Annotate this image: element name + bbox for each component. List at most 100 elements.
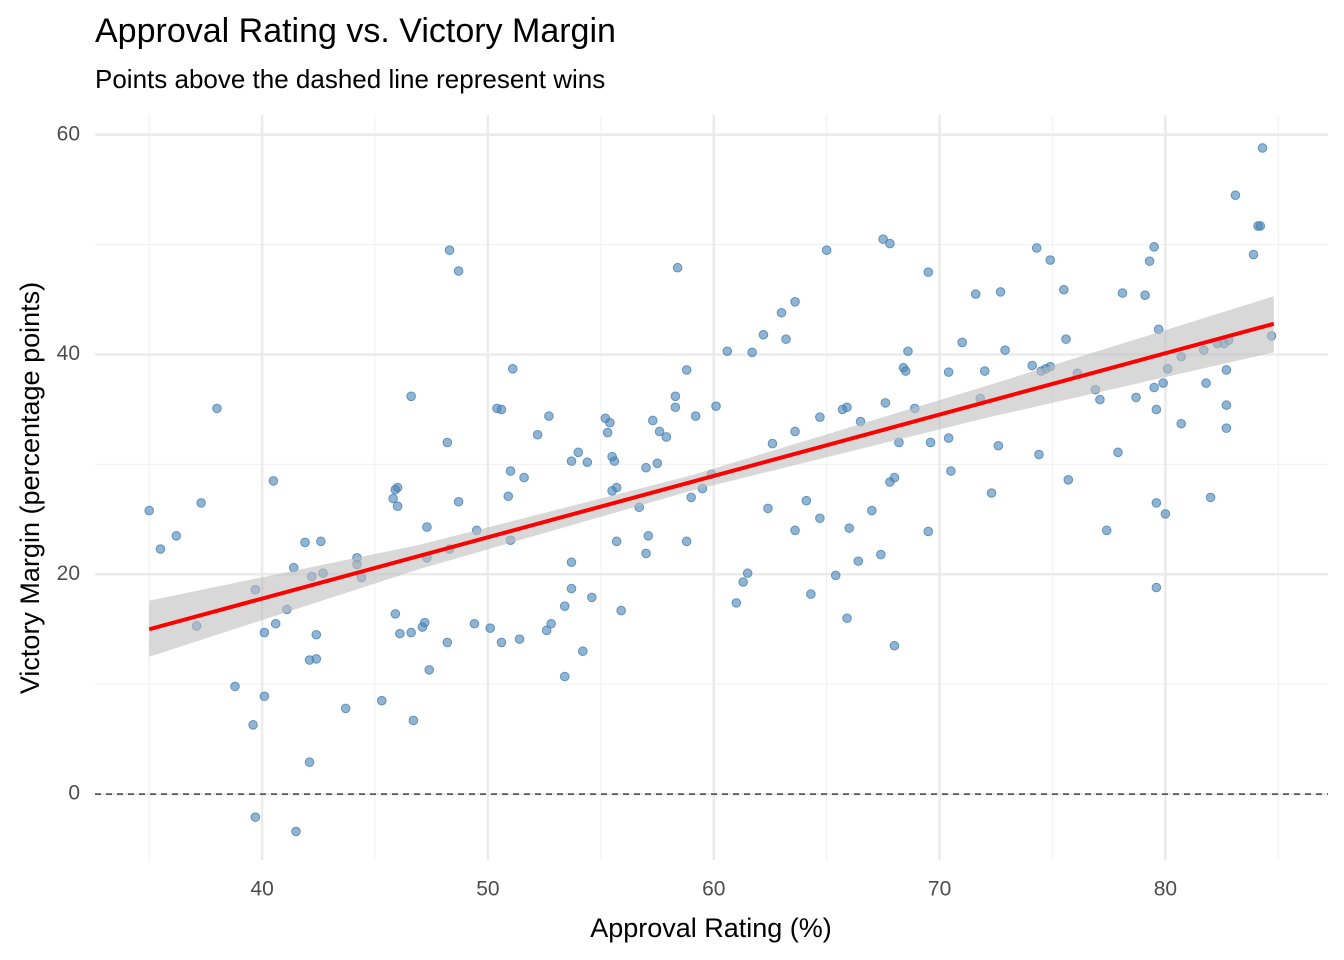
point	[1221, 423, 1232, 433]
point	[388, 493, 398, 504]
y-tick-label: 0	[68, 782, 80, 805]
point	[1045, 255, 1056, 265]
point	[496, 404, 507, 415]
point	[250, 812, 261, 822]
y-tick-label: 20	[57, 562, 80, 585]
point	[230, 681, 240, 692]
point	[1034, 449, 1044, 460]
point	[747, 347, 757, 358]
point	[573, 447, 584, 458]
point	[1221, 400, 1232, 410]
point	[1230, 190, 1241, 201]
point	[155, 544, 166, 554]
y-tick-label: 40	[57, 342, 80, 365]
point	[532, 429, 543, 440]
point	[943, 433, 954, 443]
point	[395, 628, 405, 639]
point	[485, 623, 495, 633]
point	[503, 491, 514, 502]
point	[392, 501, 403, 511]
point	[546, 618, 556, 629]
point	[923, 267, 934, 277]
point	[889, 472, 900, 483]
point	[544, 411, 554, 421]
point	[390, 609, 401, 619]
point	[781, 334, 791, 344]
point	[946, 466, 956, 476]
point	[611, 482, 622, 493]
point	[758, 329, 769, 340]
point	[821, 245, 832, 255]
point	[1255, 221, 1266, 231]
point	[1158, 378, 1168, 388]
point	[304, 757, 315, 768]
point	[611, 536, 622, 547]
point	[392, 482, 403, 493]
point	[259, 627, 270, 638]
point	[970, 289, 981, 299]
point	[853, 556, 864, 566]
point	[270, 618, 281, 629]
point	[763, 503, 773, 514]
point	[268, 476, 279, 486]
point	[815, 513, 825, 524]
point	[566, 456, 577, 466]
point	[316, 536, 326, 547]
point	[957, 337, 967, 348]
point	[1151, 582, 1162, 593]
point	[422, 522, 432, 532]
point	[541, 625, 552, 636]
point	[790, 525, 800, 536]
point	[376, 695, 387, 706]
x-axis-label: Approval Rating (%)	[590, 913, 832, 943]
point	[212, 403, 222, 414]
point	[300, 537, 310, 548]
point	[731, 598, 742, 608]
point	[842, 613, 852, 624]
point	[248, 720, 258, 730]
x-tick-label: 70	[928, 878, 951, 901]
point	[442, 437, 453, 448]
point	[424, 665, 435, 675]
point	[790, 426, 800, 437]
point	[1063, 475, 1074, 485]
point	[672, 262, 683, 273]
point	[1031, 243, 1042, 253]
point	[1061, 334, 1071, 344]
point	[1149, 242, 1159, 252]
point	[406, 391, 416, 402]
point	[742, 568, 753, 579]
point	[681, 365, 692, 375]
point	[903, 346, 913, 357]
point	[815, 412, 825, 422]
point	[925, 437, 936, 448]
point	[1221, 365, 1232, 375]
point	[507, 364, 518, 374]
point	[889, 640, 900, 651]
point	[514, 634, 525, 644]
point	[1027, 360, 1037, 371]
point	[1149, 382, 1159, 393]
y-axis-label: Victory Margin (percentage points)	[15, 282, 45, 694]
point	[1151, 498, 1162, 508]
point	[900, 366, 911, 376]
point	[842, 402, 852, 413]
point	[986, 488, 997, 498]
point	[419, 617, 430, 628]
point	[1257, 143, 1268, 153]
point	[559, 671, 570, 682]
point	[496, 637, 507, 648]
point	[442, 637, 453, 648]
point	[311, 654, 322, 664]
point	[144, 505, 154, 516]
point	[408, 715, 419, 726]
point	[259, 691, 270, 702]
point	[1058, 284, 1069, 295]
point	[885, 238, 895, 249]
point	[979, 366, 990, 376]
point	[738, 577, 748, 587]
point	[690, 411, 701, 421]
point	[654, 426, 665, 437]
point	[995, 287, 1006, 297]
point	[830, 570, 841, 581]
